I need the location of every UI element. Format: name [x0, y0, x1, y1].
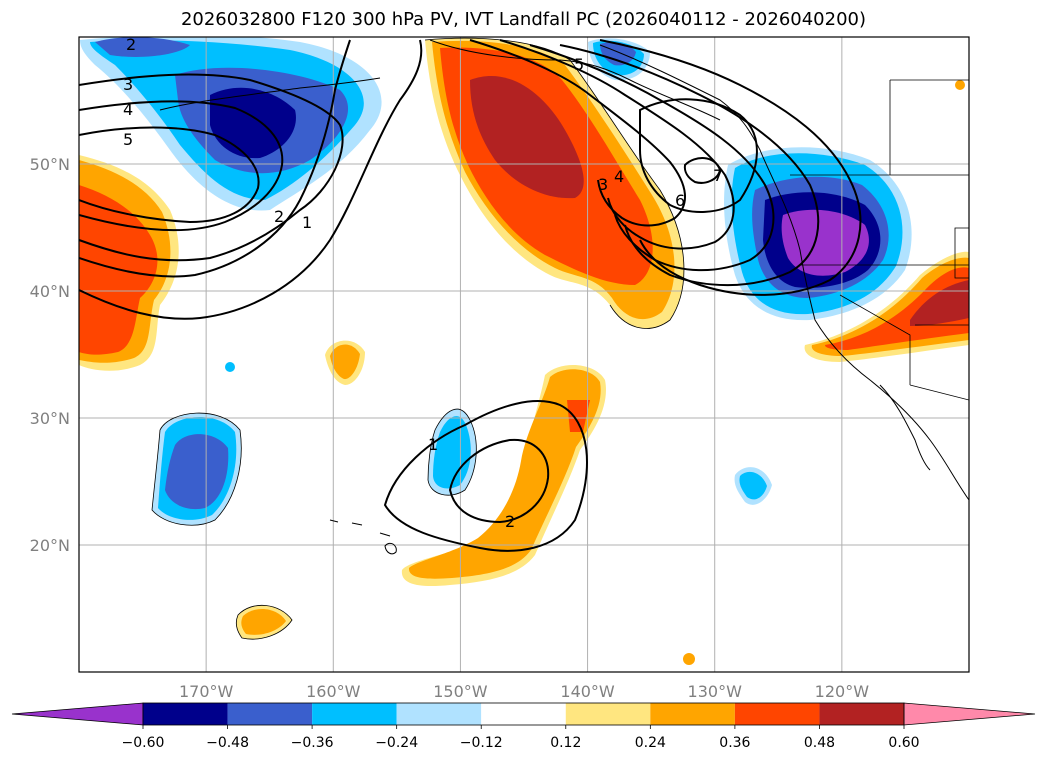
- colorbar-tick-label: 0.24: [635, 735, 666, 751]
- tiny-positive-dot-ne: [955, 80, 965, 90]
- contour-label: 4: [123, 100, 133, 119]
- lon-tick-label: 170°W: [179, 682, 234, 701]
- pv-shading: [79, 37, 969, 665]
- colorbar-segment: [565, 703, 651, 725]
- lon-tick-label: 140°W: [560, 682, 615, 701]
- lon-tick-label: 150°W: [433, 682, 488, 701]
- contour-label: 5: [123, 130, 133, 149]
- contour-label: 7: [713, 166, 723, 185]
- colorbar-segment: [143, 703, 228, 725]
- lon-tick-label: 160°W: [306, 682, 361, 701]
- aleutian-negative-pv: [80, 37, 382, 211]
- colorbar-tick-label: 0.12: [550, 735, 581, 751]
- colorbar-segment: [650, 703, 735, 725]
- subtropical-positive-streamer: [401, 364, 606, 587]
- colorbar-segment: [312, 703, 397, 725]
- contour-label: 5: [574, 55, 584, 74]
- colorbar-segment: [227, 703, 313, 725]
- map-frame: [78, 36, 970, 673]
- contour-label: 2: [505, 512, 515, 531]
- black-contours: [79, 39, 862, 552]
- colorbar-tick-label: −0.12: [460, 735, 503, 751]
- colorbar-tick-label: 0.60: [888, 735, 919, 751]
- thin-contours: [151, 37, 685, 640]
- colorbar-tick-label: 0.36: [719, 735, 750, 751]
- hawaii-islands: [329, 519, 397, 555]
- gulf-of-alaska-positive-pv: [425, 38, 684, 329]
- contour-label: 1: [302, 213, 312, 232]
- contour-label: 1: [428, 435, 438, 454]
- longitude-labels: 170°W 160°W 150°W 140°W 130°W 120°W: [179, 682, 869, 701]
- lat-tick-label: 40°N: [30, 282, 70, 301]
- colorbar-tick-label: −0.24: [375, 735, 418, 751]
- colorbar-segment: [819, 703, 904, 725]
- latitude-labels: 20°N 30°N 40°N 50°N: [30, 155, 70, 555]
- contour-label: 6: [675, 191, 685, 210]
- map-grid: [79, 37, 969, 672]
- tiny-positive-dot: [683, 653, 695, 665]
- contour-label: 3: [123, 75, 133, 94]
- lon-tick-label: 120°W: [815, 682, 870, 701]
- tiny-negative-dot: [225, 362, 235, 372]
- colorbar-extend-min: [11, 702, 144, 726]
- colorbar-tick-label: −0.60: [122, 735, 165, 751]
- contour-labels: 2 3 4 5 2 1 5 3 4 6 7 1 2: [123, 35, 723, 531]
- aleutian-islands: [159, 77, 381, 111]
- lat-tick-label: 30°N: [30, 409, 70, 428]
- colorbar-extend-max: [903, 702, 1036, 726]
- colorbar-tick-label: −0.48: [206, 735, 249, 751]
- colorbar-frame: [142, 702, 905, 726]
- contour-label: 3: [598, 175, 608, 194]
- map-title: 2026032800 F120 300 hPa PV, IVT Landfall…: [180, 9, 867, 30]
- contour-label: 2: [274, 207, 284, 226]
- colorbar-segment: [396, 703, 482, 725]
- colorbar-tick-label: −0.36: [291, 735, 334, 751]
- political-borders: [790, 79, 969, 401]
- subtropical-negative-cell: [152, 413, 242, 526]
- colorbar-segment: [481, 703, 566, 725]
- colorbar-tick-labels: −0.60 −0.48 −0.36 −0.24 −0.12 0.12 0.24 0.36 0.4…: [122, 735, 920, 751]
- colorbar: [11, 702, 1036, 729]
- lon-tick-label: 130°W: [688, 682, 743, 701]
- colorbar-segment: [734, 703, 820, 725]
- lat-tick-label: 50°N: [30, 155, 70, 174]
- contour-label: 2: [126, 35, 136, 54]
- baja-california: [879, 384, 931, 471]
- contour-label: 4: [614, 167, 624, 186]
- north-american-coastline: [599, 44, 969, 501]
- near-hawaii-negative-cell: [428, 409, 477, 496]
- colorbar-tick-label: 0.48: [804, 735, 835, 751]
- lat-tick-label: 20°N: [30, 536, 70, 555]
